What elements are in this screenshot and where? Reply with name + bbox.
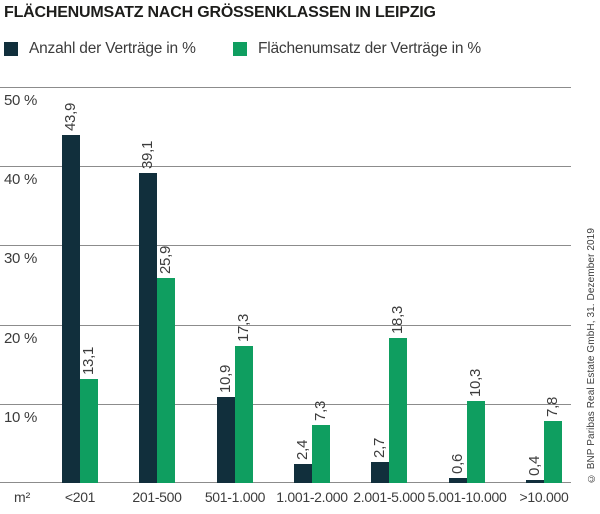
bar-anzahl (217, 397, 235, 483)
y-tick-label: 20 % (4, 330, 37, 347)
x-tick-label: 1.001-2.000 (276, 489, 348, 505)
gridline-10 (0, 404, 571, 405)
bar-anzahl (526, 480, 544, 483)
bar-flaechenumsatz (312, 425, 330, 483)
bar-value-label: 18,3 (389, 306, 406, 334)
x-axis-line (0, 482, 571, 483)
x-tick-label: 2.001-5.000 (353, 489, 425, 505)
bar-value-label: 0,6 (449, 454, 466, 474)
bar-flaechenumsatz (80, 379, 98, 483)
bar-value-label: 17,3 (235, 314, 252, 342)
bar-flaechenumsatz (467, 401, 485, 483)
bar-flaechenumsatz (157, 278, 175, 483)
gridline-40 (0, 166, 571, 167)
x-tick-label: 501-1.000 (204, 489, 266, 505)
bar-value-label: 7,8 (544, 397, 561, 417)
bar-flaechenumsatz (389, 338, 407, 483)
bar-value-label: 2,4 (294, 440, 311, 460)
bar-value-label: 7,3 (312, 401, 329, 421)
bar-anzahl (371, 462, 389, 483)
y-tick-label: 40 % (4, 171, 37, 188)
bar-value-label: 10,9 (217, 365, 234, 393)
legend-item-flaechenumsatz: Flächenumsatz der Verträge in % (233, 40, 481, 58)
chart-title: FLÄCHENUMSATZ NACH GRÖSSENKLASSEN IN LEI… (4, 4, 436, 21)
bar-value-label: 13,1 (80, 347, 97, 375)
x-tick-label: <201 (64, 489, 96, 505)
plot-area: 10 % 20 % 30 % 40 % 50 % 43,9 13,1 39,1 25,9 10,9… (0, 87, 571, 483)
gridline-30 (0, 245, 571, 246)
bar-anzahl (449, 478, 467, 483)
bar-flaechenumsatz (544, 421, 562, 483)
source-note: © BNP Paribas Real Estate GmbH, 31. Deze… (586, 227, 597, 483)
bar-value-label: 0,4 (526, 456, 543, 476)
x-tick-label: 201-500 (132, 489, 182, 505)
x-tick-label: 5.001-10.000 (427, 489, 507, 505)
x-axis-unit-label: m² (14, 489, 31, 505)
bar-value-label: 39,1 (139, 141, 156, 169)
y-tick-label: 10 % (4, 409, 37, 426)
gridline-20 (0, 325, 571, 326)
gridline-50 (0, 87, 571, 88)
x-axis-labels: m² <201 201-500 501-1.000 1.001-2.000 2.001-… (0, 489, 600, 509)
legend-item-anzahl: Anzahl der Verträge in % (4, 40, 196, 58)
bar-anzahl (139, 173, 157, 483)
legend-swatch-green (233, 42, 247, 56)
bar-flaechenumsatz (235, 346, 253, 483)
bar-anzahl (294, 464, 312, 483)
x-tick-label: >10.000 (519, 489, 569, 505)
bar-value-label: 43,9 (62, 103, 79, 131)
bar-value-label: 25,9 (157, 246, 174, 274)
y-tick-label: 30 % (4, 250, 37, 267)
legend-label: Anzahl der Verträge in % (29, 40, 196, 57)
legend-swatch-dark (4, 42, 18, 56)
y-tick-label: 50 % (4, 92, 37, 109)
bar-value-label: 10,3 (467, 369, 484, 397)
bar-anzahl (62, 135, 80, 483)
bar-value-label: 2,7 (371, 438, 388, 458)
legend-label: Flächenumsatz der Verträge in % (258, 40, 481, 57)
